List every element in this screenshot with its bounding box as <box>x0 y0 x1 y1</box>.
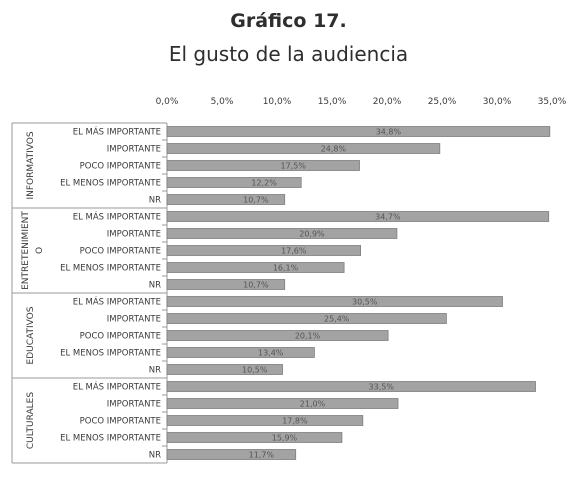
value-label: 10,7% <box>243 196 269 205</box>
x-tick-label: 25,0% <box>428 97 457 107</box>
category-label: POCO IMPORTANTE <box>80 162 161 172</box>
category-label: IMPORTANTE <box>107 315 161 325</box>
category-label: EL MÁS IMPORTANTE <box>73 126 161 138</box>
bar <box>166 449 297 460</box>
bar <box>166 279 286 290</box>
category-label: EL MÁS IMPORTANTE <box>73 381 161 393</box>
x-tick-label: 35,0% <box>538 97 567 107</box>
category-label: POCO IMPORTANTE <box>80 417 161 427</box>
x-tick-label: 15,0% <box>318 97 347 107</box>
bar <box>166 364 283 375</box>
chart-title: Gráfico 17. <box>230 10 347 32</box>
value-label: 34,8% <box>376 128 402 137</box>
bar <box>166 143 441 154</box>
category-label: NR <box>149 196 161 206</box>
x-tick-label: 5,0% <box>211 97 234 107</box>
value-label: 20,1% <box>295 332 321 341</box>
x-tick-label: 10,0% <box>263 97 292 107</box>
value-label: 24,8% <box>321 145 347 154</box>
bar <box>166 126 551 137</box>
bar <box>166 398 399 409</box>
bar <box>166 228 398 239</box>
value-label: 34,7% <box>375 213 401 222</box>
category-label: IMPORTANTE <box>107 400 161 410</box>
bar <box>166 381 536 392</box>
value-label: 12,2% <box>251 179 277 188</box>
category-label: EL MENOS IMPORTANTE <box>60 434 161 444</box>
category-label: POCO IMPORTANTE <box>80 247 161 257</box>
value-label: 17,5% <box>281 162 307 171</box>
value-label: 25,4% <box>324 315 350 324</box>
bar <box>166 211 550 222</box>
value-label: 16,1% <box>273 264 299 273</box>
group-label: CULTURALES <box>26 392 36 449</box>
group-label: ENTRETENIMIENT O <box>21 211 45 290</box>
value-label: 30,5% <box>352 298 378 307</box>
category-label: EL MÁS IMPORTANTE <box>73 296 161 308</box>
bar <box>166 432 343 443</box>
group-label: EDUCATIVOS <box>26 306 36 364</box>
value-label: 17,6% <box>281 247 307 256</box>
value-label: 10,7% <box>243 281 269 290</box>
category-label: NR <box>149 366 161 376</box>
value-label: 20,9% <box>299 230 325 239</box>
value-label: 10,5% <box>242 366 268 375</box>
category-label: EL MENOS IMPORTANTE <box>60 179 161 189</box>
value-label: 33,5% <box>369 383 395 392</box>
value-label: 13,4% <box>258 349 284 358</box>
bar <box>166 330 389 341</box>
group-label: INFORMATIVOS <box>26 131 36 199</box>
category-label: NR <box>149 451 161 461</box>
value-label: 11,7% <box>249 451 275 460</box>
category-label: EL MENOS IMPORTANTE <box>60 264 161 274</box>
bar <box>166 415 364 426</box>
bar <box>166 245 362 256</box>
category-label: EL MÁS IMPORTANTE <box>73 211 161 223</box>
category-label: IMPORTANTE <box>107 145 161 155</box>
bar <box>166 296 503 307</box>
x-tick-label: 30,0% <box>483 97 512 107</box>
category-label: IMPORTANTE <box>107 230 161 240</box>
value-label: 17,8% <box>282 417 308 426</box>
bar <box>166 160 360 171</box>
x-tick-label: 20,0% <box>373 97 402 107</box>
bar <box>166 177 302 188</box>
category-label: POCO IMPORTANTE <box>80 332 161 342</box>
x-tick-label: 0,0% <box>156 97 179 107</box>
category-label: EL MENOS IMPORTANTE <box>60 349 161 359</box>
category-label: NR <box>149 281 161 291</box>
bar <box>166 262 345 273</box>
bar <box>166 194 286 205</box>
bar <box>166 347 315 358</box>
bar <box>166 313 447 324</box>
value-label: 15,9% <box>272 434 298 443</box>
value-label: 21,0% <box>300 400 326 409</box>
chart-subtitle: El gusto de la audiencia <box>168 42 409 66</box>
